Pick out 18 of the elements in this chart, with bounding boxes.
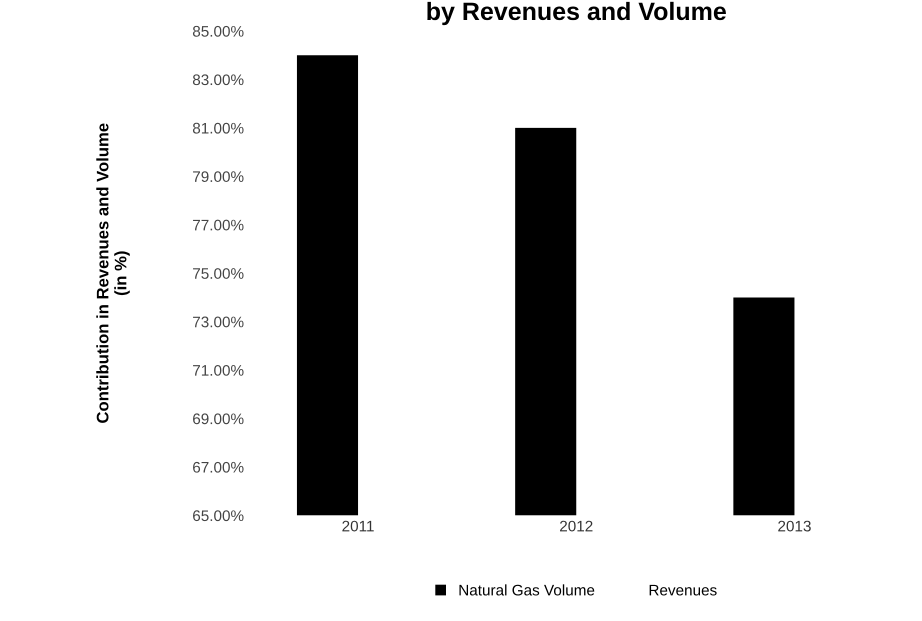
x-tick-label: 2012 <box>560 520 592 532</box>
x-tick-label: 2013 <box>778 520 811 532</box>
y-tick-label: 77.00% <box>193 220 244 230</box>
y-tick-label: 79.00% <box>193 171 244 182</box>
y-tick-label: 75.00% <box>193 268 244 279</box>
legend-label: Natural Gas Volume <box>459 584 594 596</box>
y-tick-label: 73.00% <box>193 316 244 328</box>
y-tick-label: 67.00% <box>193 462 244 473</box>
y-tick-label: 65.00% <box>193 510 244 522</box>
y-tick-label: 85.00% <box>192 26 244 37</box>
y-tick-label: 71.00% <box>193 364 244 376</box>
y-tick-label: 83.00% <box>192 74 244 86</box>
y-axis-title: Contribution in Revenues and Volume (in %) <box>96 123 130 423</box>
text: Revenues <box>650 584 717 596</box>
y-tick-label: 69.00% <box>193 413 244 424</box>
x-tick-label: 2011 <box>342 520 374 532</box>
y-tick-label: 81.00% <box>192 122 244 134</box>
chart-title: by Revenues and Volume <box>427 2 726 26</box>
